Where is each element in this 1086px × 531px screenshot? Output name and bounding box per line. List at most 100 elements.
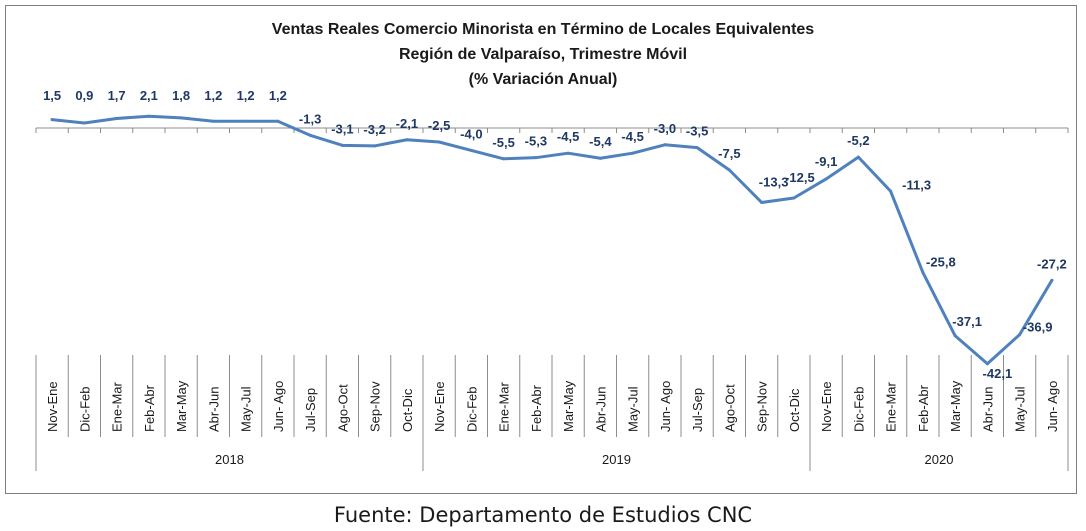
data-label: -13,3 [759, 174, 789, 189]
data-point [663, 143, 667, 147]
category-tick-label: Nov-Ene [45, 381, 60, 432]
data-label: -7,5 [718, 146, 740, 161]
category-tick-label: Abr-Jun [593, 386, 608, 432]
data-label: -5,2 [847, 133, 869, 148]
data-point [211, 119, 215, 123]
data-label: 1,7 [108, 88, 126, 103]
category-tick-label: Ene-Mar [884, 381, 899, 432]
category-tick-label: Abr-Jun [980, 386, 995, 432]
category-tick-label: Jul-Sep [690, 388, 705, 432]
data-label: 1,5 [43, 88, 61, 103]
category-tick-label: Dic-Feb [77, 386, 92, 432]
data-point [856, 155, 860, 159]
category-tick-label: Mar-May [948, 380, 963, 432]
data-label: 1,2 [269, 88, 287, 103]
year-label: 2018 [215, 452, 244, 467]
data-point [340, 143, 344, 147]
data-point [373, 144, 377, 148]
data-point [889, 189, 893, 193]
data-point [598, 156, 602, 160]
data-point [695, 146, 699, 150]
data-label: -3,2 [363, 122, 385, 137]
data-point [824, 177, 828, 181]
data-point [631, 151, 635, 155]
category-tick-label: Ago-Oct [722, 384, 737, 432]
data-point [792, 196, 796, 200]
data-label: -42,1 [983, 366, 1013, 381]
data-label: -4,5 [621, 129, 643, 144]
data-label: -36,9 [1023, 320, 1053, 335]
chart-subtitle: Región de Valparaíso, Trimestre Móvil [398, 46, 688, 63]
data-label: -3,0 [654, 121, 676, 136]
category-tick-label: Ago-Oct [335, 384, 350, 432]
data-point [566, 151, 570, 155]
data-label: -5,5 [492, 135, 514, 150]
data-label: 1,2 [237, 88, 255, 103]
category-tick-label: Feb-Abr [916, 384, 931, 432]
category-tick-label: Jun- Ago [271, 381, 286, 432]
category-tick-label: Ene-Mar [497, 381, 512, 432]
year-label: 2019 [602, 452, 631, 467]
category-tick-label: May-Jul [1013, 386, 1028, 432]
data-label: -5,3 [525, 134, 547, 149]
series-line [50, 114, 1054, 366]
data-point [82, 121, 86, 125]
category-tick-label: Dic-Feb [464, 386, 479, 432]
category-tick-label: Sep-Nov [755, 381, 770, 432]
data-point [405, 138, 409, 142]
data-label: -37,1 [952, 314, 982, 329]
category-tick-label: Oct-Dic [400, 388, 415, 432]
chart-subtitle-2: (% Variación Anual) [468, 71, 618, 88]
data-point [502, 157, 506, 161]
data-label: -25,8 [926, 254, 956, 269]
category-tick-label: Jun- Ago [658, 381, 673, 432]
data-label: -3,1 [331, 121, 353, 136]
data-label: -1,3 [299, 111, 321, 126]
data-point [179, 116, 183, 120]
category-tick-label: Nov-Ene [432, 381, 447, 432]
data-point [985, 362, 989, 366]
data-point [534, 156, 538, 160]
data-label: -4,5 [557, 129, 579, 144]
chart-title: Ventas Reales Comercio Minorista en Térm… [271, 21, 815, 38]
data-point [115, 116, 119, 120]
category-tick-label: Jun- Ago [1045, 381, 1060, 432]
data-point [953, 334, 957, 338]
data-label: -2,5 [428, 118, 450, 133]
category-tick-label: May-Jul [626, 386, 641, 432]
data-point [308, 133, 312, 137]
data-label: 1,8 [172, 88, 190, 103]
category-tick-label: May-Jul [239, 386, 254, 432]
category-tick-label: Feb-Abr [142, 384, 157, 432]
category-tick-label: Mar-May [561, 380, 576, 432]
data-point [276, 119, 280, 123]
data-label: -4,0 [460, 126, 482, 141]
data-point [1050, 278, 1054, 282]
data-point [437, 140, 441, 144]
data-point [50, 118, 54, 122]
data-point [760, 200, 764, 204]
category-tick-label: Abr-Jun [206, 386, 221, 432]
category-tick-label: Oct-Dic [787, 388, 802, 432]
data-point [244, 119, 248, 123]
data-label: -12,5 [785, 170, 815, 185]
data-label: -27,2 [1037, 256, 1067, 271]
data-label: 0,9 [75, 88, 93, 103]
data-label: 2,1 [140, 88, 158, 103]
category-tick-label: Feb-Abr [529, 384, 544, 432]
category-tick-label: Nov-Ene [819, 381, 834, 432]
category-tick-label: Jul-Sep [303, 388, 318, 432]
source-note: Fuente: Departamento de Estudios CNC [333, 503, 753, 527]
data-point [147, 114, 151, 118]
data-label: 1,2 [204, 88, 222, 103]
category-tick-label: Dic-Feb [851, 386, 866, 432]
data-point [1018, 333, 1022, 337]
data-point [469, 148, 473, 152]
year-label: 2020 [925, 452, 954, 467]
chart-frame [5, 5, 1077, 494]
category-tick-label: Ene-Mar [110, 381, 125, 432]
category-tick-label: Mar-May [174, 380, 189, 432]
data-label: -2,1 [396, 116, 418, 131]
data-point [727, 168, 731, 172]
